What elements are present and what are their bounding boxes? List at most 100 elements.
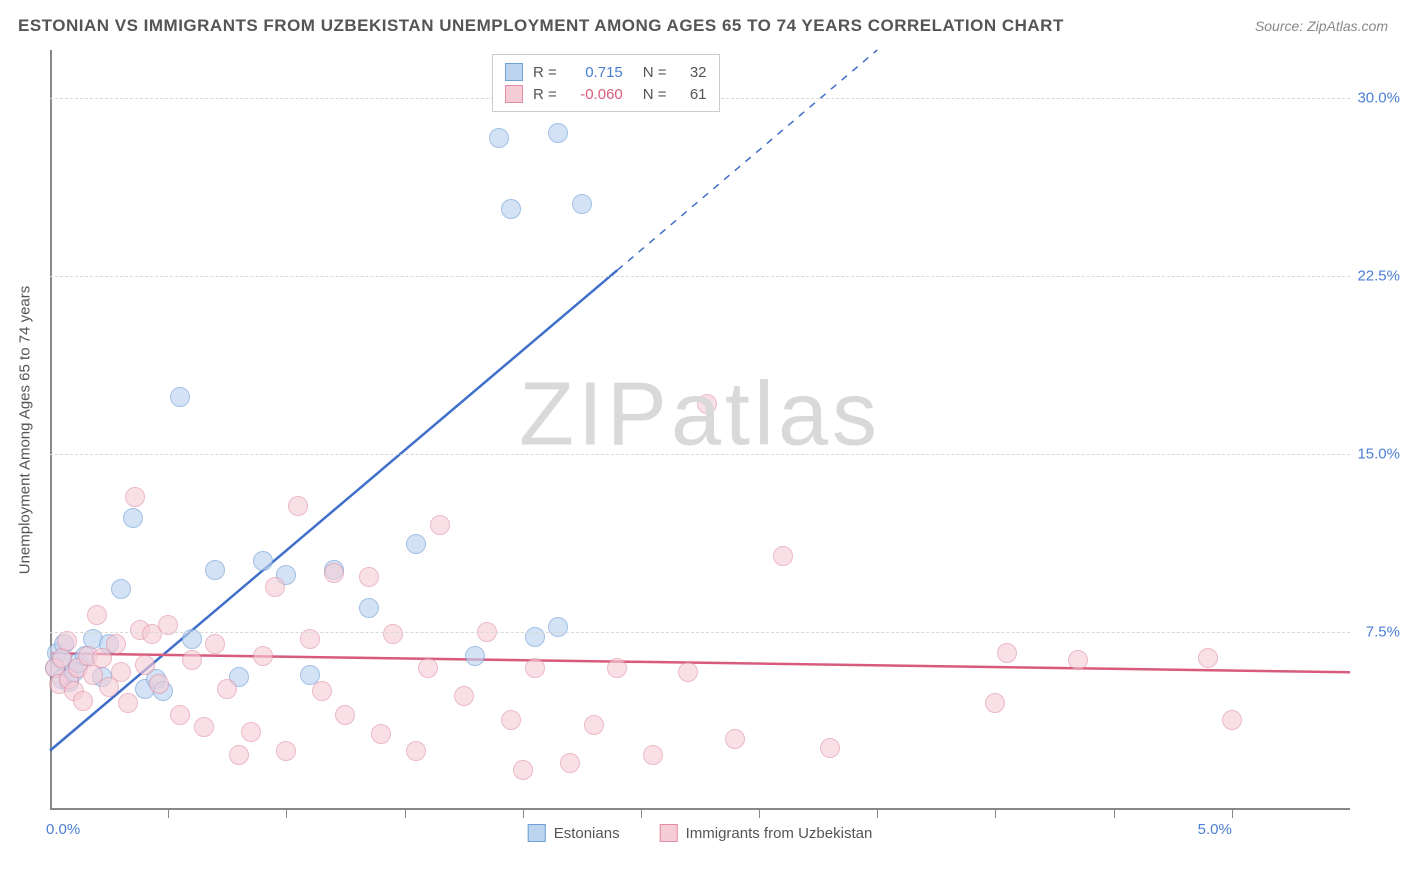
scatter-point [253,551,273,571]
gridline [50,276,1350,277]
scatter-point [288,496,308,516]
x-tick [1232,810,1233,818]
chart-title: ESTONIAN VS IMMIGRANTS FROM UZBEKISTAN U… [18,16,1064,36]
scatter-point [725,729,745,749]
gridline [50,632,1350,633]
legend-item: Estonians [528,824,620,842]
legend-r-label: R = [533,64,557,81]
scatter-point [111,662,131,682]
scatter-point [125,487,145,507]
scatter-point [87,605,107,625]
legend-n-label: N = [643,64,667,81]
legend-n-value: 32 [677,64,707,81]
scatter-point [513,760,533,780]
legend-n-value: 61 [677,86,707,103]
scatter-point [205,560,225,580]
legend-r-value: 0.715 [567,64,623,81]
scatter-point [1198,648,1218,668]
scatter-point [465,646,485,666]
x-tick-label: 5.0% [1198,821,1232,838]
scatter-point [182,650,202,670]
scatter-point [265,577,285,597]
scatter-point [584,715,604,735]
x-tick [286,810,287,818]
scatter-point [572,194,592,214]
scatter-point [73,691,93,711]
scatter-point [276,741,296,761]
scatter-point [170,705,190,725]
x-tick [168,810,169,818]
scatter-point [371,724,391,744]
x-tick [523,810,524,818]
scatter-point [430,515,450,535]
x-tick [995,810,996,818]
scatter-layer [50,50,1350,810]
y-axis-label: Unemployment Among Ages 65 to 74 years [17,286,34,575]
scatter-point [501,199,521,219]
scatter-point [643,745,663,765]
scatter-point [57,631,77,651]
x-tick-label: 0.0% [46,821,80,838]
scatter-point [525,627,545,647]
scatter-point [335,705,355,725]
scatter-point [997,643,1017,663]
scatter-point [217,679,237,699]
scatter-point [406,741,426,761]
scatter-point [359,598,379,618]
legend-swatch [505,63,523,81]
scatter-point [489,128,509,148]
scatter-point [253,646,273,666]
scatter-point [985,693,1005,713]
scatter-point [820,738,840,758]
x-tick [1114,810,1115,818]
x-tick [641,810,642,818]
legend-label: Estonians [554,825,620,842]
scatter-point [312,681,332,701]
scatter-point [406,534,426,554]
scatter-point [454,686,474,706]
legend-r-label: R = [533,86,557,103]
legend-stats-row: R = -0.060 N = 61 [505,83,707,105]
chart-area: Unemployment Among Ages 65 to 74 years Z… [50,50,1350,810]
x-tick [405,810,406,818]
scatter-point [1222,710,1242,730]
scatter-point [607,658,627,678]
scatter-point [111,579,131,599]
scatter-point [697,394,717,414]
y-tick-label: 15.0% [1357,445,1400,462]
scatter-point [548,123,568,143]
scatter-point [678,662,698,682]
legend-series: Estonians Immigrants from Uzbekistan [528,824,873,842]
scatter-point [383,624,403,644]
y-tick-label: 30.0% [1357,89,1400,106]
scatter-point [118,693,138,713]
scatter-point [170,387,190,407]
scatter-point [135,655,155,675]
legend-r-value: -0.060 [567,86,623,103]
scatter-point [205,634,225,654]
legend-swatch [505,85,523,103]
scatter-point [229,745,249,765]
scatter-point [560,753,580,773]
scatter-point [548,617,568,637]
legend-stats-row: R = 0.715 N = 32 [505,61,707,83]
scatter-point [501,710,521,730]
scatter-point [324,563,344,583]
scatter-point [418,658,438,678]
scatter-point [525,658,545,678]
scatter-point [149,674,169,694]
y-tick-label: 7.5% [1366,623,1400,640]
scatter-point [106,634,126,654]
scatter-point [1068,650,1088,670]
scatter-point [773,546,793,566]
legend-swatch [528,824,546,842]
scatter-point [123,508,143,528]
gridline [50,454,1350,455]
legend-swatch [660,824,678,842]
y-tick-label: 0.0% [0,802,46,819]
source-credit: Source: ZipAtlas.com [1255,18,1388,34]
legend-n-label: N = [643,86,667,103]
x-tick [877,810,878,818]
scatter-point [241,722,261,742]
legend-label: Immigrants from Uzbekistan [686,825,873,842]
